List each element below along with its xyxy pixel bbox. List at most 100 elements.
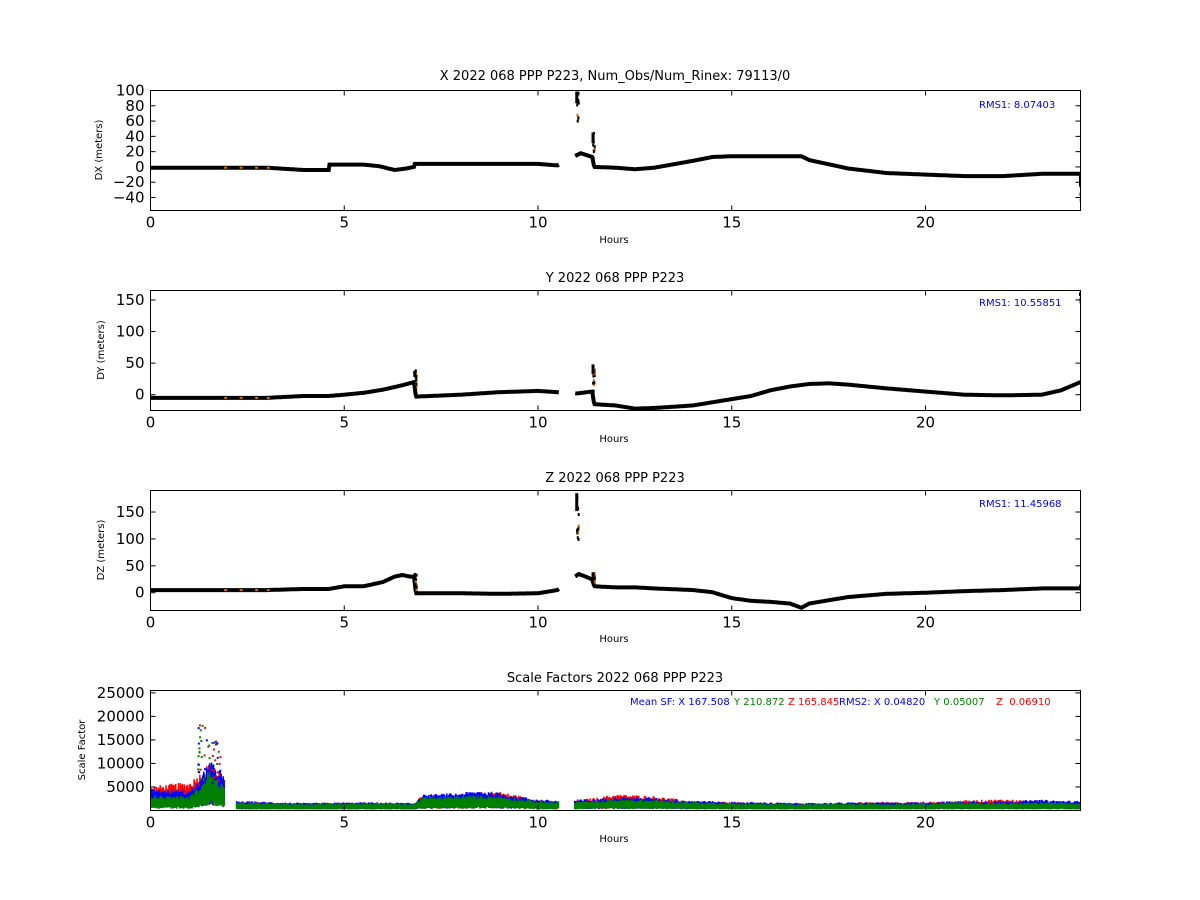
scale-factor-spike-point [217, 750, 220, 753]
outlier-point [1081, 191, 1083, 194]
panel-title: Scale Factors 2022 068 PPP P223 [507, 671, 723, 686]
scale-factor-spike-point [210, 769, 213, 772]
outlier-point [415, 583, 418, 587]
outlier-point [1081, 293, 1083, 296]
dropout-mark [224, 396, 228, 399]
y-tick-label: 0 [135, 584, 145, 602]
data-marks [150, 724, 1081, 810]
outlier-point [414, 590, 417, 594]
outlier-point [1081, 291, 1083, 294]
scale-factor-spike-point [197, 768, 200, 771]
dropout-mark [266, 166, 270, 169]
outlier-cluster [413, 370, 417, 377]
plot-frame [150, 490, 1081, 611]
outlier-point [593, 383, 596, 387]
scale-factor-spike-point [213, 741, 216, 744]
panel-title: Y 2022 068 PPP P223 [545, 271, 685, 286]
y-tick-label: 0 [135, 158, 145, 176]
dropout-mark [266, 396, 270, 399]
panel-scale-factors: Scale Factors 2022 068 PPP P223 0 5 10 15 20… [77, 671, 1081, 845]
scale-factor-spike-point [214, 740, 217, 743]
outlier-point [592, 580, 595, 584]
y-tick-label: 15000 [97, 731, 145, 749]
outlier-point [1081, 186, 1083, 189]
scale-factor-spike-point [213, 776, 216, 779]
dropout-mark [239, 589, 243, 592]
scale-factor-spike-point [217, 779, 220, 782]
scale-factor-spike-point [205, 739, 208, 742]
scale-factor-spike-point [220, 780, 223, 783]
scale-factor-spike-point [219, 756, 222, 759]
x-tick-label: 5 [339, 414, 349, 432]
scale-factor-spike-point [199, 736, 202, 739]
y-tick-label: 100 [116, 82, 145, 100]
x-tick-label: 10 [528, 814, 547, 832]
x-tick-label: 0 [146, 214, 156, 232]
position-trace [150, 379, 1081, 411]
scale-factor-spike-point [212, 748, 215, 751]
outlier-point [415, 385, 418, 389]
dropout-mark [266, 589, 270, 592]
scale-factor-spike-point [203, 754, 206, 757]
y-tick-label: 10000 [97, 754, 145, 772]
outlier-cluster [1079, 292, 1081, 297]
scale-factor-spike-point [199, 729, 202, 732]
scale-factor-spike-point [218, 773, 221, 776]
scale-factor-spike-point [219, 778, 222, 781]
panel-dy: Y 2022 068 PPP P223 0 5 10 15 20 150 100 50 0 RM… [96, 271, 1083, 445]
scale-factor-spike-point [197, 755, 200, 758]
data-marks [150, 91, 1083, 202]
x-tick-label: 20 [916, 214, 935, 232]
outlier-cluster [1079, 584, 1081, 587]
position-trace [150, 572, 1081, 610]
x-axis-label: Hours [599, 235, 628, 246]
panel-dz: Z 2022 068 PPP P223 0 5 10 15 20 150 100 50 0 RM… [96, 471, 1083, 645]
x-axis-label: Hours [599, 434, 628, 445]
outlier-cluster [591, 132, 595, 144]
outlier-point [593, 574, 596, 578]
mean-sf-x: Mean SF: X 167.508 [630, 697, 730, 708]
outlier-cluster [575, 91, 579, 104]
scale-factor-spike-point [202, 774, 205, 777]
scale-factor-spike-point [202, 778, 205, 781]
y-tick-label: 5000 [106, 778, 144, 796]
scale-factor-spike-point [207, 745, 210, 748]
scale-factor-spike-point [216, 762, 219, 765]
outlier-cluster [575, 493, 579, 512]
dropout-mark [239, 166, 243, 169]
scale-factor-spike-point [200, 756, 203, 759]
scale-factor-spike-point [198, 724, 201, 727]
outlier-point [593, 576, 596, 580]
outlier-point [592, 576, 595, 580]
x-tick-label: 5 [339, 814, 349, 832]
rms2-x: RMS2: X 0.04820 [839, 697, 925, 708]
x-tick-label: 15 [722, 414, 741, 432]
outlier-cluster [413, 573, 417, 581]
scale-factor-spike-point [211, 781, 214, 784]
scale-factor-spike-point [211, 754, 214, 757]
outlier-point [1081, 584, 1083, 587]
y-tick-label: −40 [113, 189, 145, 207]
y-tick-label: 50 [125, 354, 144, 372]
outlier-point [592, 381, 595, 385]
outlier-point [576, 103, 579, 107]
outlier-point [592, 143, 595, 147]
y-tick-label: 20 [125, 143, 144, 161]
outlier-point [593, 148, 596, 152]
ticks: 0 5 10 15 20 150 100 50 0 [116, 490, 1081, 632]
outlier-cluster [591, 364, 595, 374]
y-tick-label: 20000 [97, 707, 145, 725]
outlier-point [576, 113, 579, 117]
outlier-point [415, 376, 418, 380]
data-marks [150, 493, 1083, 610]
outlier-point [593, 582, 596, 586]
scale-factor-spike-point [204, 768, 207, 771]
x-axis-label: Hours [599, 634, 628, 645]
mean-sf-z: Z 165.845 [788, 697, 839, 708]
outlier-point [1081, 585, 1083, 588]
scale-factor-spike-point [198, 751, 201, 754]
outlier-point [1081, 296, 1083, 299]
outlier-point [1081, 587, 1083, 590]
data-marks [150, 291, 1083, 411]
mean-sf-y: Y 210.872 [733, 697, 785, 708]
